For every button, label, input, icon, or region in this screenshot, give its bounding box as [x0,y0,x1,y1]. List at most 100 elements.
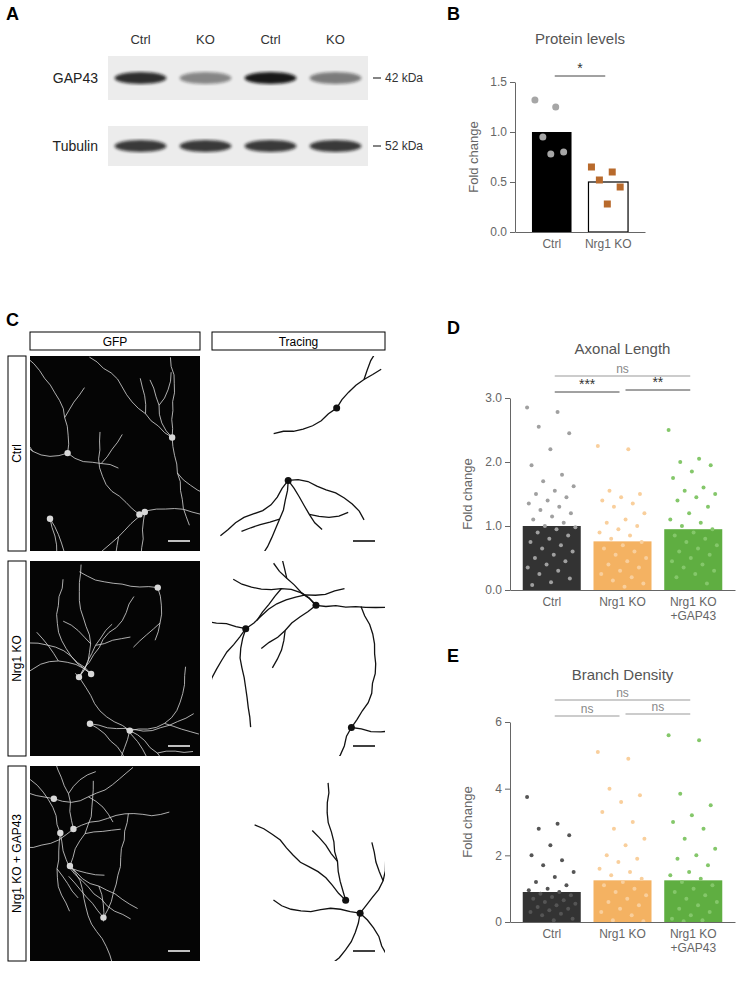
data-point [564,883,568,887]
neurite [30,661,91,686]
scale-bar [168,950,190,952]
size-label: 52 kDa [385,139,423,153]
neurite [79,624,112,677]
data-point [667,428,671,432]
image-background [212,356,385,551]
data-point [678,792,682,796]
data-point [631,502,635,506]
neurite [79,597,134,678]
bar [664,529,722,590]
lane-label: KO [196,32,215,47]
neurite [103,814,128,918]
data-point [567,431,571,435]
data-point [683,489,687,493]
data-point [571,917,575,921]
data-point [670,917,674,921]
data-point [538,892,542,896]
data-point [567,833,571,837]
data-point [555,527,559,531]
data-point [562,521,566,525]
neurite [70,866,113,961]
data-point [611,578,615,582]
data-point [625,897,629,901]
y-tick-label: 0.0 [490,225,507,239]
y-tick: 1.0 [490,125,515,139]
x-tick: Nrg1 KO [585,232,632,251]
figure: ACtrlKOCtrlKOGAP4342 kDaTubulin52 kDaCGF… [0,0,749,998]
data-point [702,827,706,831]
data-point [641,582,645,586]
tracing-image [212,356,385,551]
soma [47,516,53,522]
data-point [556,410,560,414]
scale-bar [168,540,190,542]
data-point [526,566,530,570]
data-point [713,492,717,496]
y-tick-mark [505,789,510,790]
x-tick: Ctrl [542,232,561,251]
neurite [257,589,281,621]
data-point [628,870,632,874]
significance-label: ** [652,374,663,390]
data-point [644,893,648,897]
data-point [547,537,551,541]
data-point [573,525,577,529]
data-point [538,508,542,512]
row-label: GAP43 [53,70,98,86]
data-point [625,559,629,563]
x-tick: Nrg1 KO+GAP43 [670,922,717,955]
data-point [694,853,698,857]
gfp-image [30,356,200,551]
data-point [692,530,696,534]
data-point [609,873,613,877]
blot-band [115,72,167,84]
data-point [632,887,636,891]
data-point [689,913,693,917]
chart-title: Protein levels [535,30,625,47]
neurite [159,372,171,405]
data-point [596,750,600,754]
neurite [30,829,73,847]
x-axis-line [511,590,736,591]
row-header: Ctrl [10,444,24,463]
blot-band [245,140,297,152]
neurite [68,453,119,468]
neurite [139,509,200,523]
y-tick: 0 [495,915,510,929]
neurite [85,829,121,833]
data-point [552,553,556,557]
neurite [240,629,251,727]
data-point [531,897,535,901]
data-point [687,511,691,515]
data-point [617,184,624,191]
data-point [540,913,544,917]
neurite [30,642,91,674]
significance-label: * [577,60,583,76]
neurite [212,629,246,724]
data-point [638,793,642,797]
data-point [534,492,538,496]
neurite [88,797,113,822]
neurite [68,772,95,794]
significance-label: *** [579,376,596,392]
data-point [693,572,697,576]
panel-letter: D [447,318,460,338]
neurite [30,791,54,810]
data-point [536,530,540,534]
lane-label: Ctrl [260,32,280,47]
data-point [680,880,684,884]
data-point [671,476,675,480]
neurite [241,519,279,531]
data-point [547,151,554,158]
y-tick-mark [505,526,510,527]
bar [523,526,581,590]
data-point [709,463,713,467]
data-point [635,857,639,861]
data-point [673,890,677,894]
data-point [700,562,704,566]
bar [588,182,628,232]
data-point [605,853,609,857]
data-point [559,912,563,916]
data-point [682,566,686,570]
y-tick-mark [505,590,510,591]
